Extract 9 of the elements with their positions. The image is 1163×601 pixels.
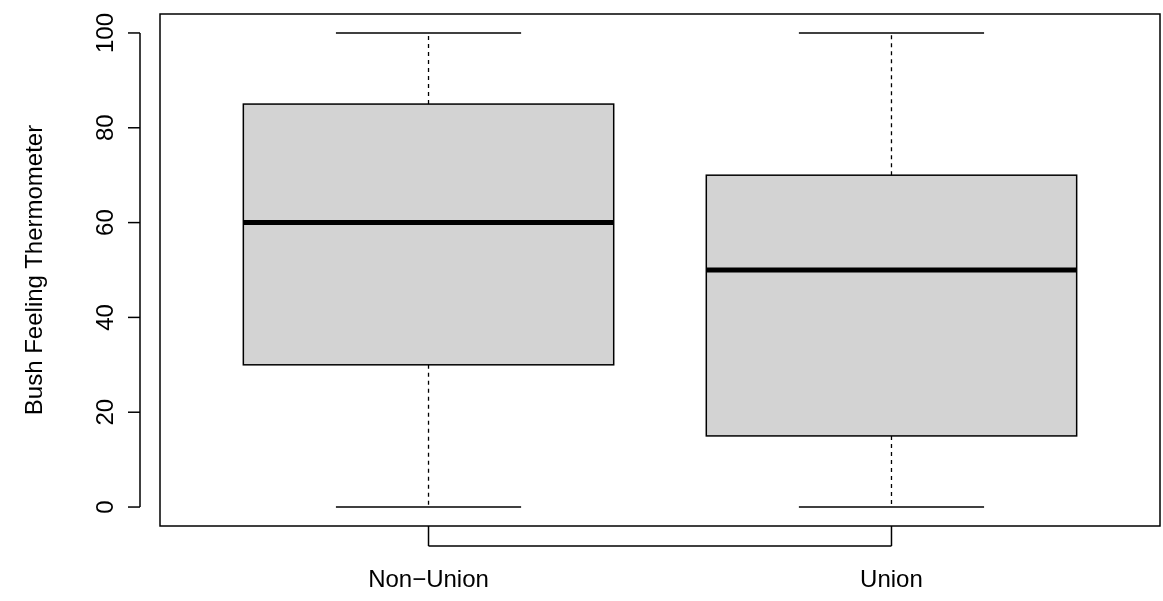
y-tick-label: 80 <box>91 114 118 142</box>
y-tick-label: 0 <box>91 500 118 514</box>
y-axis-title: Bush Feeling Thermometer <box>20 124 47 416</box>
x-tick-label: Non−Union <box>368 565 489 592</box>
y-tick-label: 100 <box>91 12 118 53</box>
y-tick-label: 20 <box>91 398 118 426</box>
x-tick-label: Union <box>860 565 923 592</box>
y-tick-label: 40 <box>91 304 118 331</box>
y-tick-label: 60 <box>91 209 118 236</box>
